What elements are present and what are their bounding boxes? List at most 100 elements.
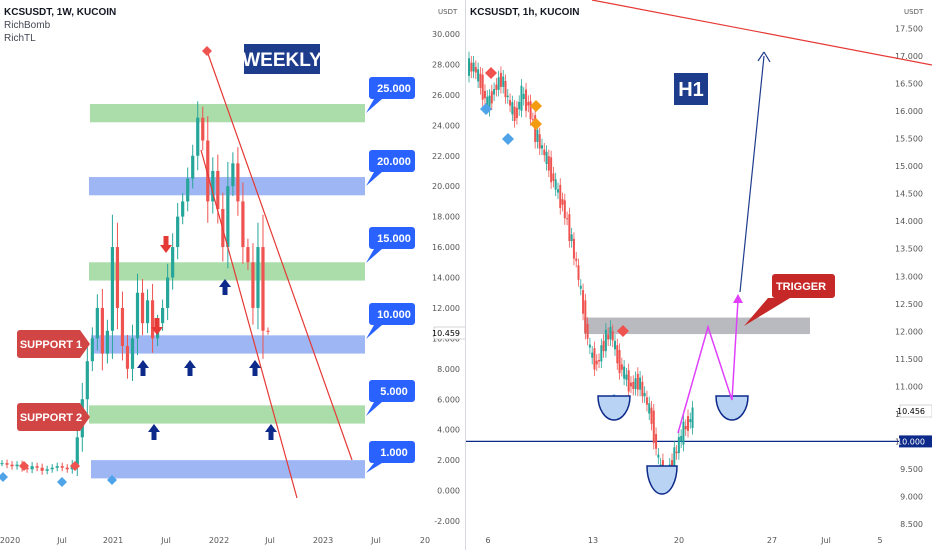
indicator-richbomb[interactable]: RichBomb bbox=[4, 20, 51, 31]
candle-body bbox=[554, 179, 557, 190]
candle-body bbox=[181, 201, 185, 217]
y-tick-label: 18.000 bbox=[432, 213, 460, 222]
support-text: SUPPORT 2 bbox=[20, 412, 82, 424]
last-price-tag bbox=[899, 404, 932, 418]
y-tick-label: 15.000 bbox=[895, 162, 923, 171]
x-tick-label: 6 bbox=[485, 536, 490, 545]
candle-body bbox=[251, 262, 255, 308]
zone-1.000[interactable] bbox=[91, 460, 365, 479]
trigger-zone[interactable] bbox=[584, 317, 810, 335]
y-tick-label: 13.500 bbox=[895, 245, 923, 254]
zone-callout[interactable]: 1.000 bbox=[366, 441, 415, 473]
candle-body bbox=[231, 163, 235, 187]
candle-body bbox=[474, 67, 477, 73]
candle-body bbox=[75, 437, 79, 465]
candle-body bbox=[547, 156, 550, 171]
zone-callout[interactable]: 20.000 bbox=[366, 150, 415, 186]
candle-body bbox=[493, 89, 496, 95]
indicator-richtl[interactable]: RichTL bbox=[4, 33, 36, 44]
candle-body bbox=[246, 247, 250, 263]
y-tick-label: 22.000 bbox=[432, 152, 460, 161]
x-tick-label: Jul bbox=[370, 536, 381, 545]
trigger-callout[interactable]: TRIGGER bbox=[744, 274, 835, 326]
candle-body bbox=[266, 330, 270, 332]
weekly-chart-canvas[interactable]: 30.000 28.000 26.000 24.000 22.000 20.000 18.0… bbox=[0, 0, 466, 550]
y-tick-label: 12.000 bbox=[432, 304, 460, 313]
y-tick-label: 14.000 bbox=[432, 274, 460, 283]
callout-bubble bbox=[366, 380, 415, 416]
signal-diamond-icon bbox=[617, 325, 629, 337]
candle-body bbox=[691, 407, 694, 428]
candle-body bbox=[593, 348, 596, 370]
zone-15.000[interactable] bbox=[89, 262, 365, 281]
badge-bg bbox=[244, 44, 320, 74]
candle-body bbox=[643, 392, 646, 397]
candle-body bbox=[488, 95, 491, 110]
candle-body bbox=[680, 435, 683, 442]
callout-bubble bbox=[366, 77, 415, 113]
candle-body bbox=[677, 437, 680, 454]
candle-body bbox=[616, 345, 619, 364]
signal-diamond-icon bbox=[530, 100, 542, 112]
weekly-chart-header: KCSUSDT, 1W, KUCOIN RichBomb RichTL bbox=[4, 6, 116, 45]
badge-bg bbox=[674, 73, 708, 105]
candle-body bbox=[506, 95, 509, 98]
y-tick-label: 14.000 bbox=[895, 217, 923, 226]
level-price-text: 10.000 bbox=[897, 437, 925, 446]
candle-body bbox=[30, 466, 34, 470]
signal-diamond-icon bbox=[57, 477, 67, 487]
candle-body bbox=[648, 403, 651, 414]
x-tick-label: 2020 bbox=[0, 536, 20, 545]
y-tick-label: 14.500 bbox=[895, 190, 923, 199]
zone-callout[interactable]: 15.000 bbox=[366, 227, 415, 263]
target-line bbox=[739, 55, 765, 293]
y-tick-label: 8.000 bbox=[437, 365, 460, 374]
zone-callout[interactable]: 5.000 bbox=[366, 380, 415, 416]
hourly-chart-panel[interactable]: 17.500 17.000 16.500 16.000 15.500 15.000 14.5… bbox=[466, 0, 932, 550]
y-axis-unit: USDT bbox=[438, 8, 458, 16]
candle-body bbox=[171, 247, 175, 278]
candle-body bbox=[90, 338, 94, 362]
zone-callout[interactable]: 25.000 bbox=[366, 77, 415, 113]
candle-body bbox=[650, 407, 653, 424]
candle-body bbox=[470, 62, 473, 72]
candle-body bbox=[520, 85, 523, 111]
candle-body bbox=[577, 265, 580, 280]
candle-body bbox=[645, 397, 648, 405]
zone-25.000[interactable] bbox=[90, 104, 365, 123]
candle-body bbox=[25, 467, 29, 470]
candle-body bbox=[611, 331, 614, 341]
y-tick-label: 26.000 bbox=[432, 91, 460, 100]
zone-10.000[interactable] bbox=[91, 335, 365, 354]
candle-body bbox=[256, 247, 260, 308]
candle-body bbox=[556, 189, 559, 193]
y-tick-label: 2.000 bbox=[437, 456, 460, 465]
candle-body bbox=[145, 300, 150, 324]
arrow-up-icon bbox=[137, 360, 149, 376]
candle-body bbox=[673, 447, 676, 473]
candle-body bbox=[525, 89, 528, 111]
weekly-chart-panel[interactable]: 30.000 28.000 26.000 24.000 22.000 20.000 18.0… bbox=[0, 0, 466, 550]
x-tick-label: 5 bbox=[877, 536, 882, 545]
candle-body bbox=[572, 238, 575, 259]
y-tick-label: 16.000 bbox=[432, 243, 460, 252]
zone-5.000[interactable] bbox=[89, 405, 365, 424]
support-label[interactable]: SUPPORT 2 bbox=[17, 403, 90, 431]
candle-body bbox=[632, 381, 635, 389]
y-tick-label: 20.000 bbox=[432, 182, 460, 191]
candle-body bbox=[582, 290, 585, 314]
y-tick-label: 9.000 bbox=[900, 492, 923, 501]
candle-body bbox=[65, 467, 69, 470]
support-text: SUPPORT 1 bbox=[20, 339, 82, 351]
callout-label: 5.000 bbox=[380, 386, 408, 398]
x-tick-label: Jul bbox=[56, 536, 67, 545]
candle-body bbox=[50, 467, 54, 470]
candle-body bbox=[196, 117, 200, 156]
support-label[interactable]: SUPPORT 1 bbox=[17, 330, 90, 358]
candle-body bbox=[625, 374, 628, 380]
candle-body bbox=[541, 145, 543, 149]
candle-body bbox=[559, 184, 562, 208]
hourly-chart-canvas[interactable]: 17.500 17.000 16.500 16.000 15.500 15.000 14.5… bbox=[466, 0, 932, 550]
zone-callout[interactable]: 10.000 bbox=[366, 303, 415, 339]
candle-body bbox=[623, 366, 626, 379]
